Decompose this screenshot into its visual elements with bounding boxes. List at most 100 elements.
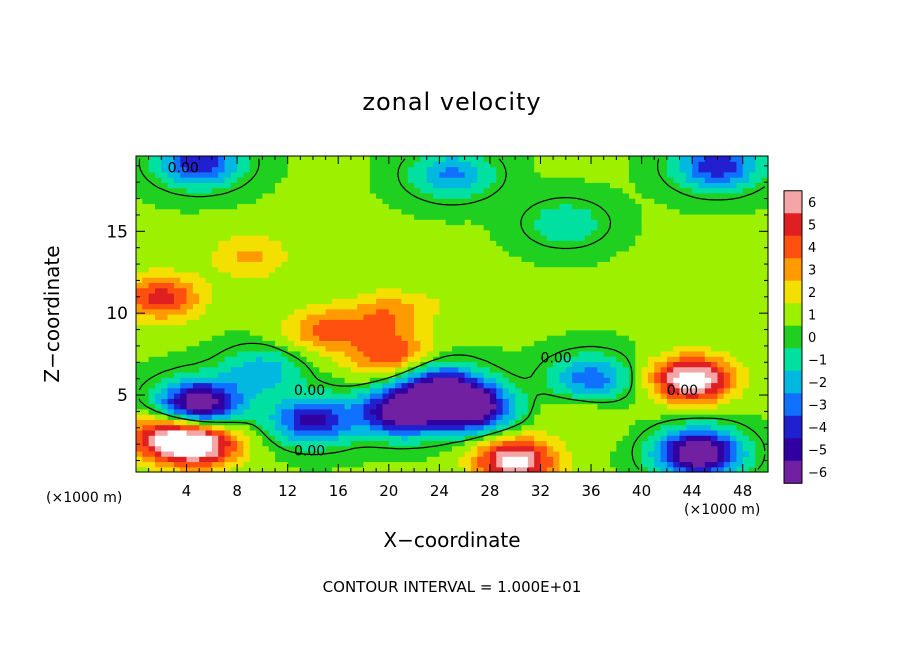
field-cell	[698, 266, 706, 273]
field-cell	[628, 219, 636, 226]
field-cell	[306, 261, 314, 268]
field-cell	[426, 456, 434, 463]
field-cell	[685, 340, 693, 347]
field-cell	[559, 461, 567, 468]
field-cell	[723, 282, 731, 289]
field-cell	[749, 282, 756, 289]
field-cell	[660, 298, 668, 305]
field-cell	[534, 445, 542, 452]
field-cell	[357, 240, 365, 247]
field-cell	[565, 308, 573, 315]
field-cell	[452, 450, 459, 457]
field-cell	[565, 356, 573, 362]
field-cell	[660, 340, 668, 347]
field-cell	[363, 292, 371, 299]
field-cell	[395, 366, 403, 373]
field-cell	[654, 387, 662, 394]
field-cell	[628, 429, 636, 436]
field-cell	[534, 235, 542, 241]
field-cell	[344, 424, 352, 431]
field-cell	[508, 250, 516, 257]
field-cell	[350, 208, 358, 215]
field-cell	[382, 345, 390, 352]
field-cell	[572, 377, 579, 384]
field-cell	[256, 219, 263, 226]
field-cell	[186, 356, 194, 362]
field-cell	[319, 240, 327, 247]
field-cell	[306, 403, 314, 410]
field-cell	[161, 361, 169, 368]
field-cell	[464, 287, 472, 294]
field-cell	[553, 445, 561, 452]
field-cell	[294, 287, 301, 294]
field-cell	[628, 419, 636, 426]
field-cell	[281, 287, 289, 294]
field-cell	[167, 261, 175, 268]
field-cell	[287, 461, 295, 468]
field-cell	[199, 393, 207, 399]
field-cell	[565, 208, 573, 215]
field-cell	[723, 250, 731, 257]
field-cell	[591, 466, 598, 473]
field-cell	[154, 393, 162, 399]
field-cell	[369, 250, 377, 257]
field-cell	[262, 282, 270, 289]
field-cell	[508, 445, 516, 452]
field-cell	[407, 440, 415, 447]
field-cell	[553, 356, 561, 362]
field-cell	[154, 314, 162, 320]
field-cell	[388, 366, 396, 373]
field-cell	[654, 224, 662, 231]
field-cell	[679, 287, 687, 294]
field-cell	[294, 361, 301, 368]
field-cell	[584, 282, 592, 289]
field-cell	[300, 240, 308, 247]
field-cell	[331, 393, 339, 399]
field-cell	[401, 287, 409, 294]
field-cell	[723, 298, 731, 305]
field-cell	[742, 429, 750, 436]
field-cell	[628, 356, 636, 362]
field-cell	[489, 308, 497, 315]
field-cell	[256, 350, 263, 357]
field-cell	[755, 466, 763, 473]
field-cell	[673, 466, 681, 473]
field-cell	[363, 266, 371, 273]
field-cell	[654, 398, 662, 405]
field-cell	[685, 298, 693, 305]
field-cell	[338, 287, 346, 294]
field-cell	[679, 213, 687, 220]
field-cell	[433, 245, 440, 252]
field-cell	[628, 213, 636, 220]
field-cell	[161, 319, 169, 326]
field-cell	[205, 345, 213, 352]
field-cell	[376, 319, 384, 326]
field-cell	[502, 461, 510, 468]
field-cell	[312, 361, 320, 368]
field-cell	[300, 340, 308, 347]
field-cell	[161, 445, 169, 452]
field-cell	[584, 393, 592, 399]
field-cell	[363, 466, 371, 473]
field-cell	[616, 324, 624, 331]
field-cell	[730, 450, 737, 457]
field-cell	[521, 245, 529, 252]
field-cell	[635, 250, 643, 257]
field-cell	[647, 350, 655, 357]
field-cell	[287, 450, 295, 457]
field-cell	[527, 377, 535, 384]
field-cell	[199, 256, 207, 262]
field-cell	[445, 266, 453, 273]
field-cell	[755, 345, 763, 352]
field-cell	[192, 245, 200, 252]
field-cell	[249, 266, 257, 273]
field-cell	[136, 229, 143, 236]
field-cell	[224, 356, 232, 362]
field-cell	[268, 414, 276, 420]
field-cell	[363, 287, 371, 294]
field-cell	[300, 414, 308, 420]
field-cell	[357, 224, 365, 231]
field-cell	[464, 445, 472, 452]
field-cell	[483, 393, 491, 399]
field-cell	[256, 408, 263, 415]
